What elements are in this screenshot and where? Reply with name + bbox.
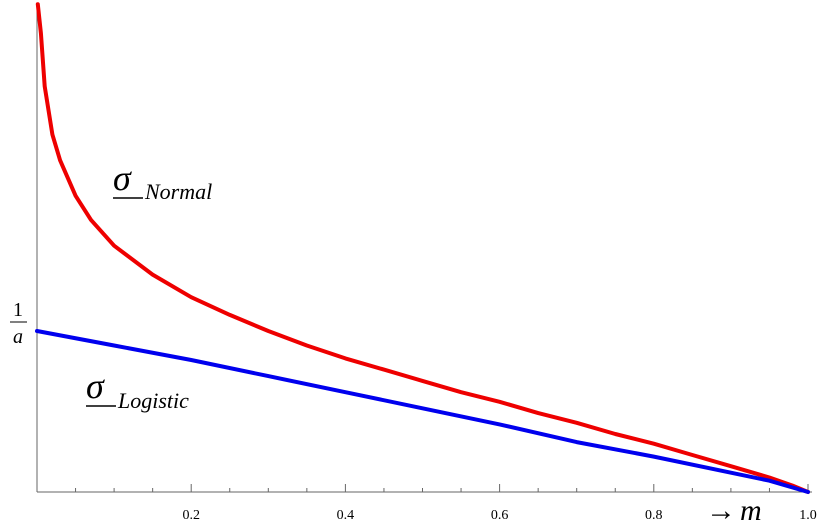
y-tick-denominator: a (13, 326, 23, 348)
x-tick-label: 0.6 (491, 508, 509, 523)
x-axis-label: → m (706, 494, 762, 524)
x-tick-label: 0.8 (645, 508, 663, 523)
legend-logistic-symbol: σ (86, 366, 105, 406)
y-tick-numerator: 1 (13, 299, 23, 321)
legend-normal: σ Normal (113, 158, 212, 204)
legend-normal-symbol: σ (113, 158, 132, 198)
legend-normal-subscript: Normal (144, 179, 212, 204)
legend-logistic: σ Logistic (86, 366, 189, 413)
y-tick-label: 1 a (10, 299, 27, 348)
x-ticks: 0.2 0.4 0.6 0.8 1.0 (75, 484, 817, 523)
series-line-normal (35, 2, 810, 494)
x-axis-variable: m (740, 494, 762, 524)
x-tick-label: 0.4 (337, 508, 355, 523)
x-tick-label: 0.2 (182, 508, 200, 523)
series-line-logistic (35, 329, 810, 494)
legend-logistic-subscript: Logistic (117, 388, 189, 413)
x-tick-label: 1.0 (799, 508, 817, 523)
x-axis-arrow: → (706, 494, 736, 524)
curves (35, 2, 810, 494)
